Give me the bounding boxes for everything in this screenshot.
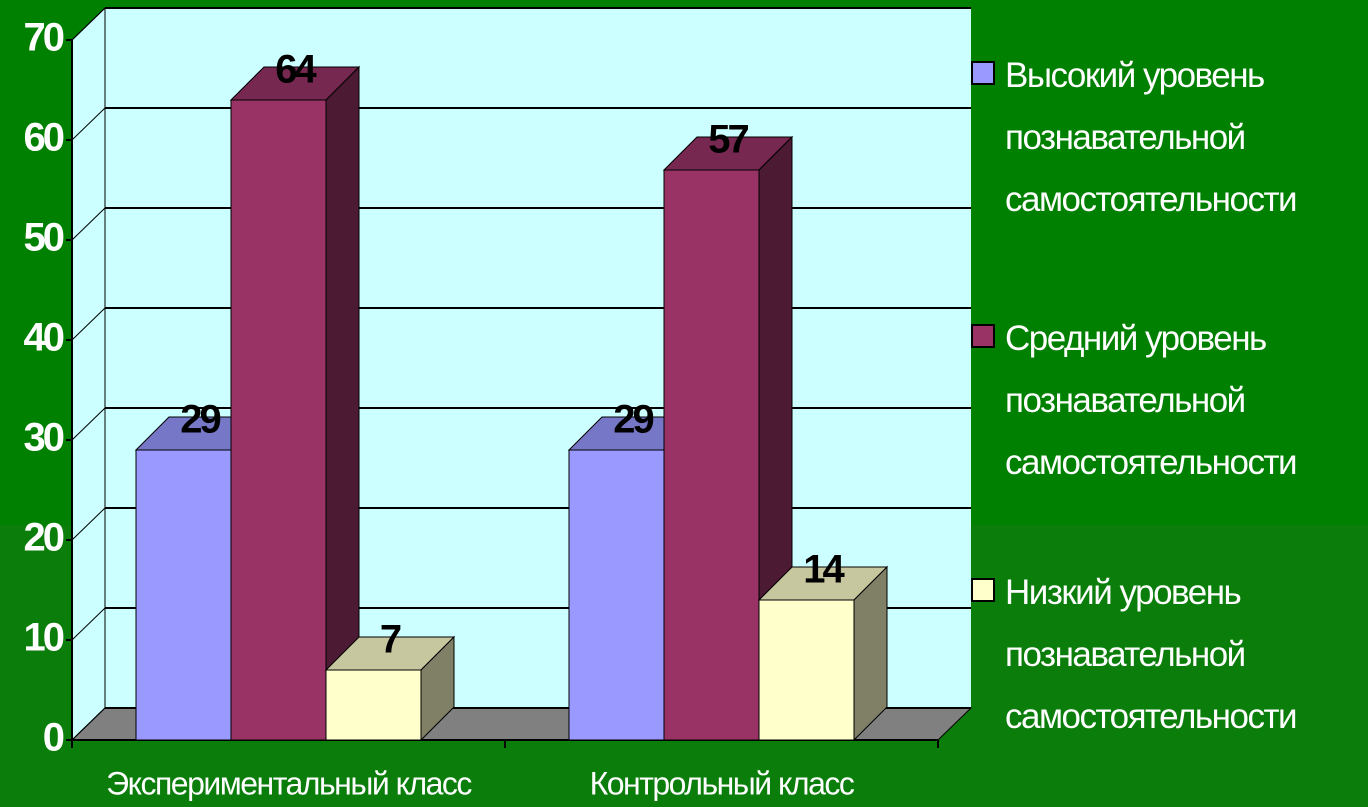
data-label: 64 [275,48,317,92]
y-tick-label: 60 [24,116,64,160]
side-wall [71,6,106,742]
y-tick-label: 10 [24,616,64,660]
y-tick-label: 50 [24,216,64,260]
data-label: 7 [380,618,401,662]
bar-front [230,99,327,741]
data-label: 57 [708,118,748,162]
bar [757,565,889,742]
y-tick-label: 20 [24,516,64,560]
bar-front [568,449,665,741]
x-tick-label: Экспериментальный класс [106,765,472,801]
grid-line-side [71,7,106,41]
data-label: 29 [180,398,220,442]
grid-line-side [71,507,106,541]
bar-front [663,169,760,741]
bar [229,65,361,742]
bar-side [325,65,360,742]
grid-line-side [71,107,106,141]
legend-swatch [971,324,995,348]
bar-side [420,635,455,742]
bar [324,635,456,742]
x-tick-label: Контрольный класс [590,765,855,801]
y-tick-label: 40 [24,316,64,360]
grid-line-side [71,207,106,241]
y-tick-label: 30 [24,416,64,460]
data-label: 29 [613,398,653,442]
legend-label: Высокий уровень познавательной самостоят… [1005,56,1298,219]
bar-front [758,599,855,741]
legend-label: Средний уровень познавательной самостоят… [1005,319,1298,482]
legend-swatch [971,578,995,602]
y-tick-label: 0 [43,716,64,760]
legend-swatch [971,61,995,85]
grid-line-side [71,607,106,641]
bar-front [325,669,422,741]
bar-front [135,449,232,741]
legend-label: Низкий уровень познавательной самостояте… [1005,573,1298,736]
grid-line-side [71,707,106,741]
data-label: 14 [803,548,845,592]
bar-side [853,565,888,742]
y-tick-label: 70 [24,16,64,60]
grid-line-side [71,307,106,341]
grid-line-side [71,407,106,441]
